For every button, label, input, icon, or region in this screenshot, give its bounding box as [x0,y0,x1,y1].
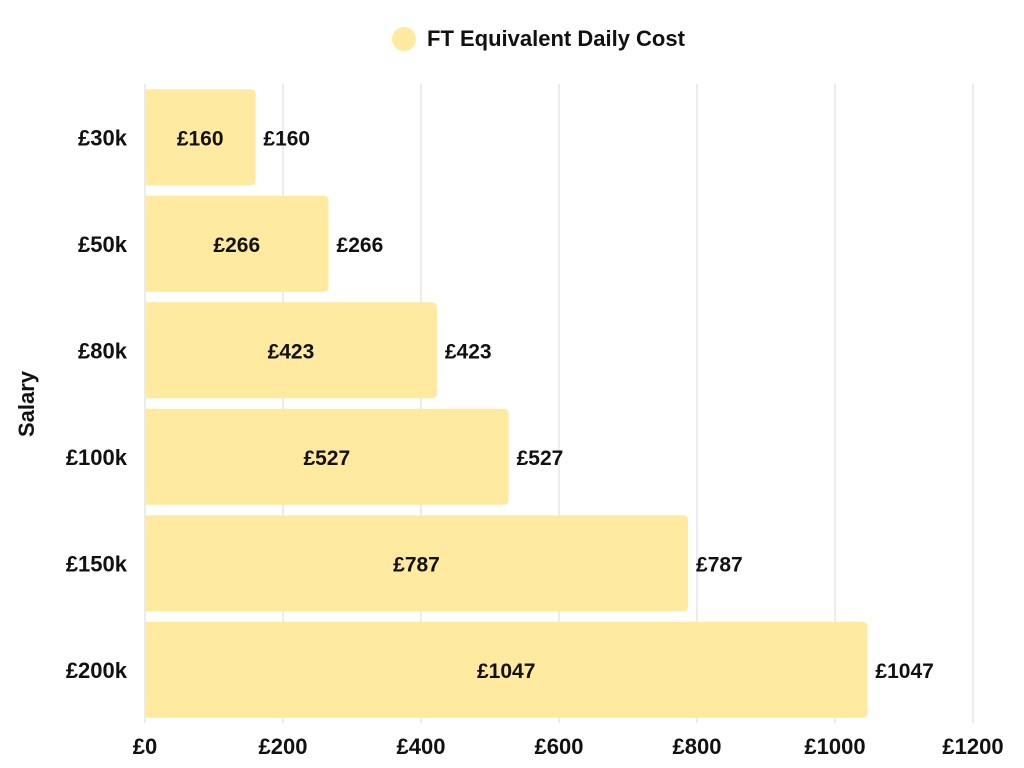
bar [145,408,509,505]
bar [145,621,868,718]
x-tick-label: £400 [397,734,446,759]
x-tick-label: £600 [535,734,584,759]
bar-layer [145,89,868,718]
bar [145,89,256,186]
y-category-label: £200k [66,658,128,683]
bar-value-label-inner: £527 [303,447,350,470]
bar [145,302,437,399]
y-category-label: £100k [66,445,128,470]
bar-value-label-outer: £266 [337,234,384,257]
value-axis: £0 £200 £400 £600 £800 £1000 £1200 [133,734,1004,759]
bar [145,195,329,292]
bar-value-label-inner: £787 [393,553,440,576]
x-tick-label: £1200 [942,734,1003,759]
y-category-label: £50k [78,232,128,257]
legend: FT Equivalent Daily Cost [392,26,686,51]
x-tick-label: £1000 [804,734,865,759]
bar-value-label-outer: £423 [445,340,492,363]
bar-value-label-outer: £160 [263,127,310,150]
bar-value-label-inner: £160 [177,127,224,150]
y-category-label: £30k [78,125,128,150]
y-category-label: £150k [66,551,128,576]
bar-value-label-outer: £787 [696,553,743,576]
bar-value-label-outer: £527 [517,447,564,470]
grid-layer [144,84,974,723]
bar-value-label-inner: £266 [213,234,260,257]
bar-value-label-inner: £423 [268,340,315,363]
bar-value-label-inner: £1047 [477,660,535,683]
legend-label: FT Equivalent Daily Cost [427,26,686,51]
x-tick-label: £0 [133,734,157,759]
y-axis-title: Salary [14,370,39,437]
legend-swatch [392,27,416,51]
y-category-label: £80k [78,338,128,363]
x-tick-label: £200 [259,734,308,759]
label-layer: £160 £160 £266 £266 £423 £423 £527 £527 £787 £787… [177,127,934,683]
bar [145,515,689,612]
category-axis: £30k £50k £80k £100k £150k £200k [66,125,128,683]
bar-value-label-outer: £1047 [875,660,933,683]
x-tick-label: £800 [673,734,722,759]
